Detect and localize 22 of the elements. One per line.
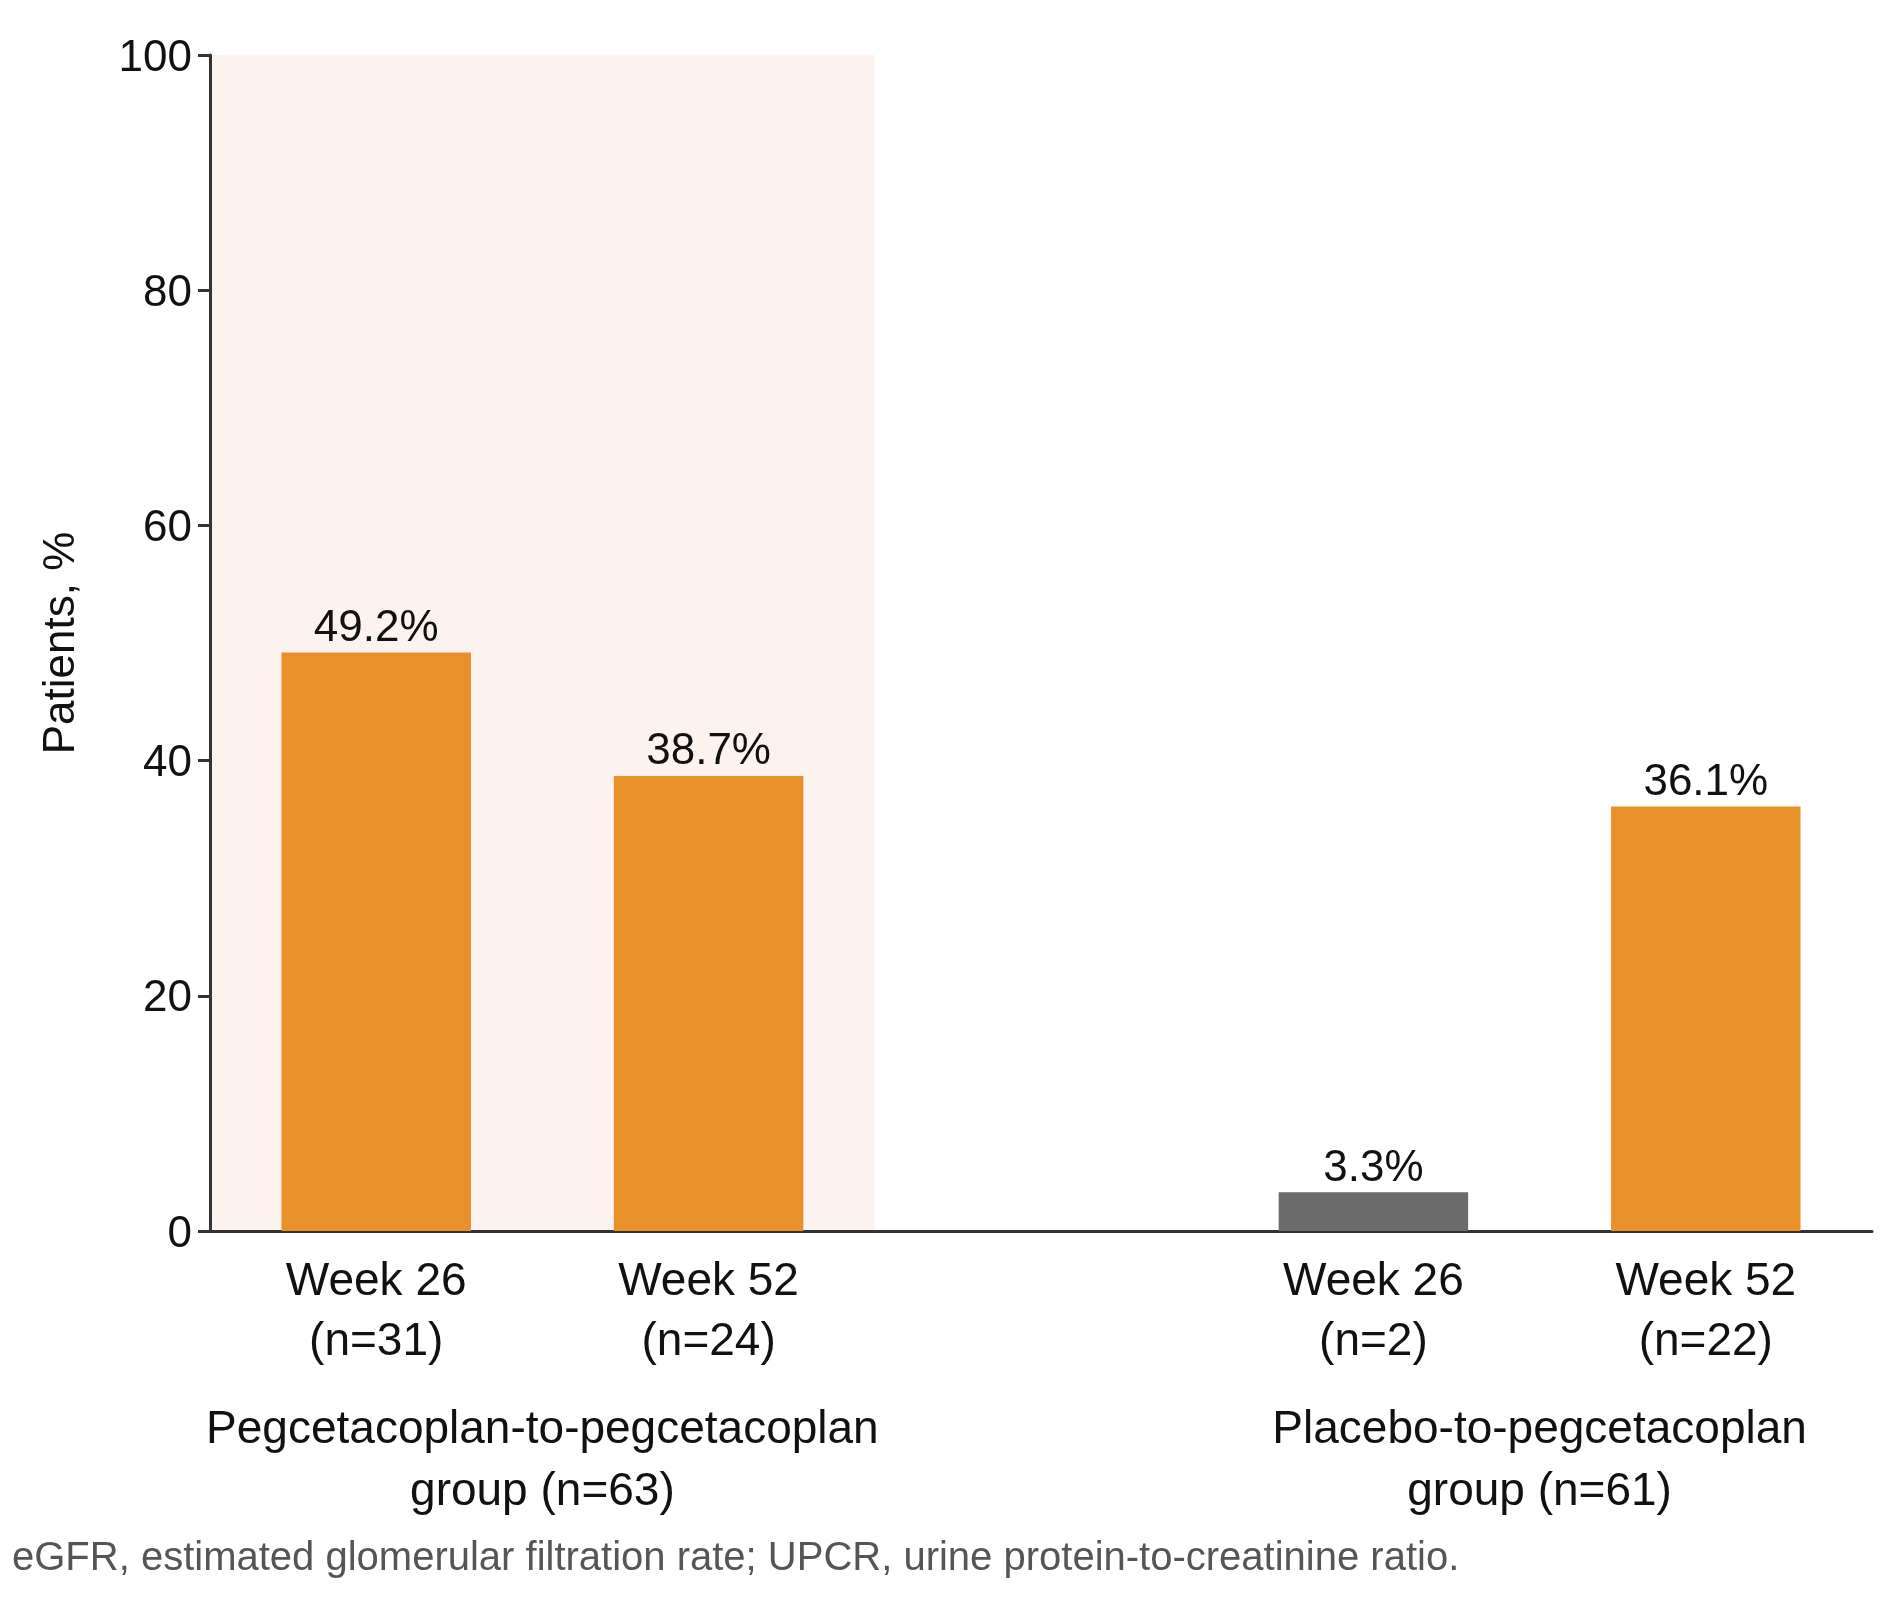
y-tick-label: 80 — [143, 265, 192, 315]
x-tick-label: Week 26 (n=2) — [1283, 1253, 1464, 1365]
bar — [1611, 806, 1801, 1231]
y-tick-label: 40 — [143, 736, 192, 786]
x-tick-label: Week 52 (n=22) — [1615, 1253, 1797, 1365]
y-tick-label: 0 — [167, 1206, 192, 1256]
text: eGFR, estimated glomerular filtration rate; UPCR, urine protein-to-creatinine ratio. — [12, 1534, 1460, 1578]
y-tick-label: 20 — [143, 971, 192, 1021]
text: Placebo-to-pegcetacoplan group (n=61) — [1272, 1401, 1807, 1515]
y-tick-label: 60 — [143, 500, 192, 550]
x-tick-label: Week 52 (n=24) — [618, 1253, 799, 1365]
data-label: 36.1% — [1643, 754, 1769, 804]
bar — [613, 775, 804, 1231]
data-label: 3.3% — [1323, 1140, 1424, 1190]
data-label: 38.7% — [646, 724, 771, 774]
x-tick-label: Week 26 (n=31) — [285, 1253, 467, 1365]
y-tick-label: 100 — [118, 30, 192, 80]
data-label: 49.2% — [313, 600, 439, 650]
y-axis-title: Patients, % — [33, 531, 83, 755]
bar — [1278, 1192, 1469, 1231]
bar — [281, 652, 471, 1231]
text: Pegcetacoplan-to-pegcetacoplan group (n=63) — [206, 1401, 879, 1515]
